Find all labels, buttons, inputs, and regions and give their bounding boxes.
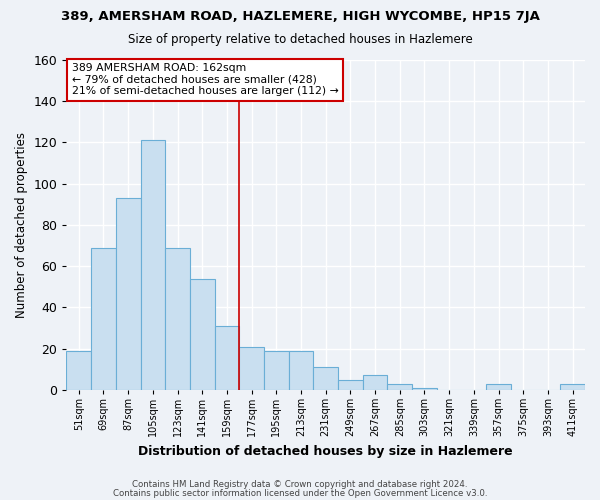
Bar [560, 384, 585, 390]
Y-axis label: Number of detached properties: Number of detached properties [15, 132, 28, 318]
Bar [140, 140, 165, 390]
Text: Contains public sector information licensed under the Open Government Licence v3: Contains public sector information licen… [113, 489, 487, 498]
Bar [412, 388, 437, 390]
Text: Contains HM Land Registry data © Crown copyright and database right 2024.: Contains HM Land Registry data © Crown c… [132, 480, 468, 489]
Bar [313, 367, 338, 390]
Bar [165, 248, 190, 390]
X-axis label: Distribution of detached houses by size in Hazlemere: Distribution of detached houses by size … [139, 444, 513, 458]
Bar [338, 380, 363, 390]
Bar [190, 278, 215, 390]
Text: Size of property relative to detached houses in Hazlemere: Size of property relative to detached ho… [128, 32, 472, 46]
Text: 389, AMERSHAM ROAD, HAZLEMERE, HIGH WYCOMBE, HP15 7JA: 389, AMERSHAM ROAD, HAZLEMERE, HIGH WYCO… [61, 10, 539, 23]
Bar [67, 350, 91, 390]
Bar [264, 350, 289, 390]
Bar [289, 350, 313, 390]
Bar [486, 384, 511, 390]
Text: 389 AMERSHAM ROAD: 162sqm
← 79% of detached houses are smaller (428)
21% of semi: 389 AMERSHAM ROAD: 162sqm ← 79% of detac… [71, 64, 338, 96]
Bar [116, 198, 140, 390]
Bar [363, 376, 388, 390]
Bar [215, 326, 239, 390]
Bar [239, 346, 264, 390]
Bar [91, 248, 116, 390]
Bar [388, 384, 412, 390]
